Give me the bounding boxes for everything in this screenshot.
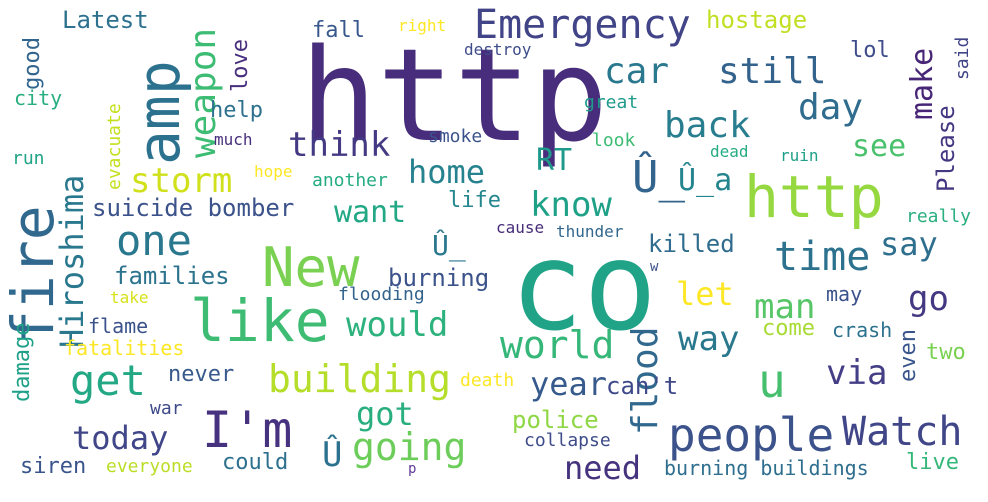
cloud-word: can't bbox=[606, 372, 679, 400]
cloud-word: ruin bbox=[780, 146, 819, 165]
cloud-word: lol bbox=[850, 38, 890, 63]
cloud-word: say bbox=[880, 225, 938, 263]
cloud-word: could bbox=[222, 450, 289, 475]
cloud-word: time bbox=[774, 234, 871, 280]
cloud-word: families bbox=[114, 262, 230, 290]
cloud-word: get bbox=[70, 356, 146, 405]
cloud-word: need bbox=[564, 449, 642, 487]
cloud-word: run bbox=[12, 148, 45, 169]
cloud-word: life bbox=[448, 188, 501, 213]
cloud-word: even bbox=[896, 329, 921, 382]
cloud-word: look bbox=[592, 130, 636, 151]
cloud-word: Û_ bbox=[632, 152, 685, 203]
cloud-word: p bbox=[408, 461, 417, 477]
cloud-word: said bbox=[952, 36, 973, 80]
cloud-word: Û_ bbox=[432, 229, 466, 262]
cloud-word: go bbox=[908, 279, 949, 319]
cloud-word: killed bbox=[648, 230, 735, 258]
cloud-word: war bbox=[150, 398, 183, 419]
cloud-word: got bbox=[356, 395, 414, 433]
cloud-word: u bbox=[758, 354, 786, 408]
cloud-word: know bbox=[530, 185, 612, 225]
cloud-word: flame bbox=[88, 314, 149, 338]
cloud-word: live bbox=[906, 450, 959, 475]
cloud-word: another bbox=[312, 170, 388, 191]
cloud-word: hostage bbox=[706, 6, 808, 34]
cloud-word: really bbox=[906, 206, 972, 227]
cloud-word: home bbox=[408, 153, 486, 191]
cloud-word: car bbox=[604, 51, 670, 92]
cloud-word: via bbox=[826, 353, 888, 393]
cloud-word: burning bbox=[388, 264, 490, 292]
cloud-word: like bbox=[190, 287, 330, 355]
cloud-word: storm bbox=[130, 161, 233, 201]
cloud-word: good bbox=[20, 37, 45, 90]
cloud-word: today bbox=[72, 419, 169, 457]
cloud-word: man bbox=[754, 287, 816, 327]
cloud-word: going bbox=[352, 425, 467, 469]
cloud-word: thunder bbox=[556, 222, 624, 241]
cloud-word: Hiroshima bbox=[53, 174, 91, 348]
cloud-word: year bbox=[530, 365, 608, 403]
cloud-word: flooding bbox=[338, 284, 425, 305]
cloud-word: world bbox=[500, 323, 615, 367]
cloud-word: never bbox=[168, 362, 235, 387]
cloud-word: city bbox=[14, 86, 63, 110]
cloud-word: death bbox=[460, 370, 515, 391]
cloud-word: burning buildings bbox=[664, 456, 869, 480]
cloud-word: police bbox=[512, 406, 599, 434]
cloud-word: love bbox=[228, 39, 253, 92]
cloud-word: co bbox=[510, 216, 657, 358]
cloud-word: damage bbox=[10, 322, 35, 402]
cloud-word: I'm bbox=[202, 401, 293, 459]
cloud-word: everyone bbox=[106, 456, 193, 477]
cloud-word: building bbox=[268, 357, 452, 401]
cloud-word: w bbox=[650, 259, 659, 275]
cloud-word: Û_a bbox=[678, 163, 733, 198]
cloud-word: right bbox=[398, 16, 447, 35]
cloud-word: still bbox=[718, 51, 827, 92]
cloud-word: day bbox=[798, 87, 864, 128]
cloud-word: RT bbox=[536, 143, 573, 178]
cloud-word: crash bbox=[832, 318, 893, 342]
cloud-word: great bbox=[584, 92, 639, 113]
cloud-word: cause bbox=[496, 218, 545, 237]
cloud-word: collapse bbox=[524, 430, 611, 451]
cloud-word: Watch bbox=[842, 409, 963, 455]
cloud-word: http bbox=[744, 163, 884, 231]
cloud-word: evacuate bbox=[104, 103, 125, 190]
cloud-word: would bbox=[346, 305, 449, 345]
cloud-word: Emergency bbox=[474, 2, 691, 48]
cloud-word: dead bbox=[710, 142, 749, 161]
cloud-word: New bbox=[262, 236, 360, 299]
cloud-word: help bbox=[210, 98, 263, 123]
cloud-word: much bbox=[214, 130, 253, 149]
cloud-word: think bbox=[288, 125, 391, 165]
cloud-word: siren bbox=[20, 454, 87, 479]
cloud-word: want bbox=[334, 195, 407, 230]
cloud-word: destroy bbox=[464, 40, 532, 59]
cloud-word: one bbox=[116, 216, 192, 265]
cloud-word: Û bbox=[322, 435, 343, 475]
cloud-word: http bbox=[300, 22, 609, 171]
cloud-word: let bbox=[676, 275, 734, 313]
cloud-word: suicide bomber bbox=[92, 194, 295, 222]
cloud-word: take bbox=[110, 288, 149, 307]
cloud-word: see bbox=[852, 129, 907, 164]
cloud-word: back bbox=[664, 105, 751, 146]
cloud-word: Latest bbox=[62, 6, 149, 34]
cloud-word: way bbox=[678, 319, 740, 359]
cloud-word: may bbox=[826, 282, 863, 306]
cloud-word: smoke bbox=[428, 126, 483, 147]
cloud-word: come bbox=[762, 316, 815, 341]
cloud-word: Please bbox=[932, 105, 960, 192]
cloud-word: two bbox=[926, 340, 966, 365]
cloud-word: fatalities bbox=[64, 336, 185, 360]
cloud-word: fall bbox=[312, 18, 365, 43]
cloud-word: hope bbox=[254, 162, 293, 181]
cloud-word: people bbox=[668, 408, 835, 462]
cloud-word: amp bbox=[125, 60, 193, 165]
